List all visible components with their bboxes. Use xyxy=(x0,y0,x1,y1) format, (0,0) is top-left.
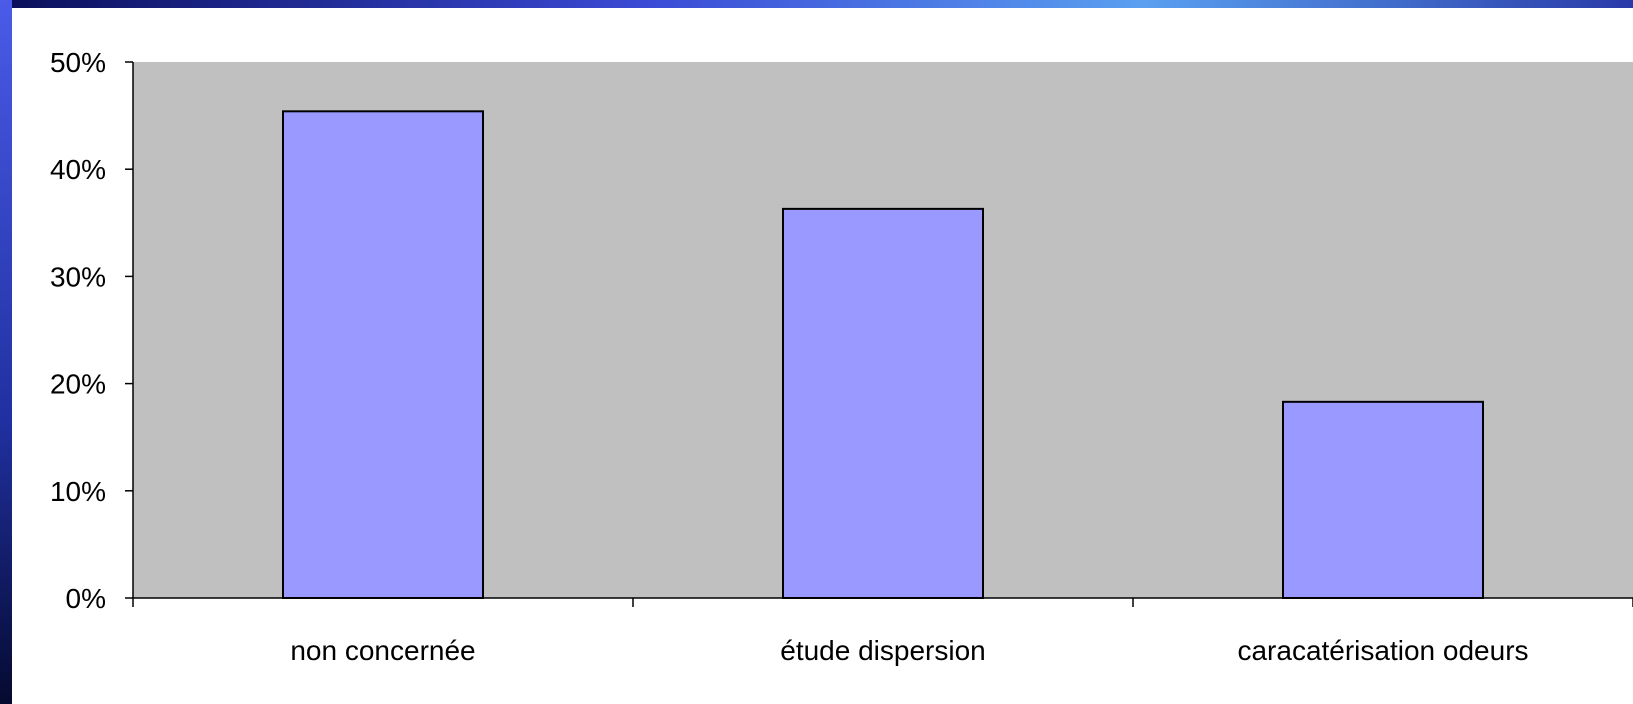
bar xyxy=(282,110,484,599)
y-axis: 0% 10% 20% 30% 40% 50% xyxy=(50,47,134,614)
y-tick-label: 10% xyxy=(50,476,106,507)
x-tick-label: étude dispersion xyxy=(780,635,985,666)
y-tick-label: 20% xyxy=(50,369,106,400)
x-tick-label: caracatérisation odeurs xyxy=(1237,635,1528,666)
x-axis xyxy=(132,597,1633,607)
x-tick-label: non concernée xyxy=(290,635,475,666)
y-tick-label: 50% xyxy=(50,47,106,78)
bar xyxy=(1282,400,1484,599)
bars xyxy=(282,110,1484,599)
y-tick-label: 40% xyxy=(50,154,106,185)
slide-edge-decoration xyxy=(0,0,12,704)
y-tick-label: 30% xyxy=(50,261,106,292)
y-tick-label: 0% xyxy=(66,583,106,614)
bar xyxy=(782,207,984,599)
x-tick-labels: non concernée étude dispersion caracatéris… xyxy=(290,635,1528,666)
